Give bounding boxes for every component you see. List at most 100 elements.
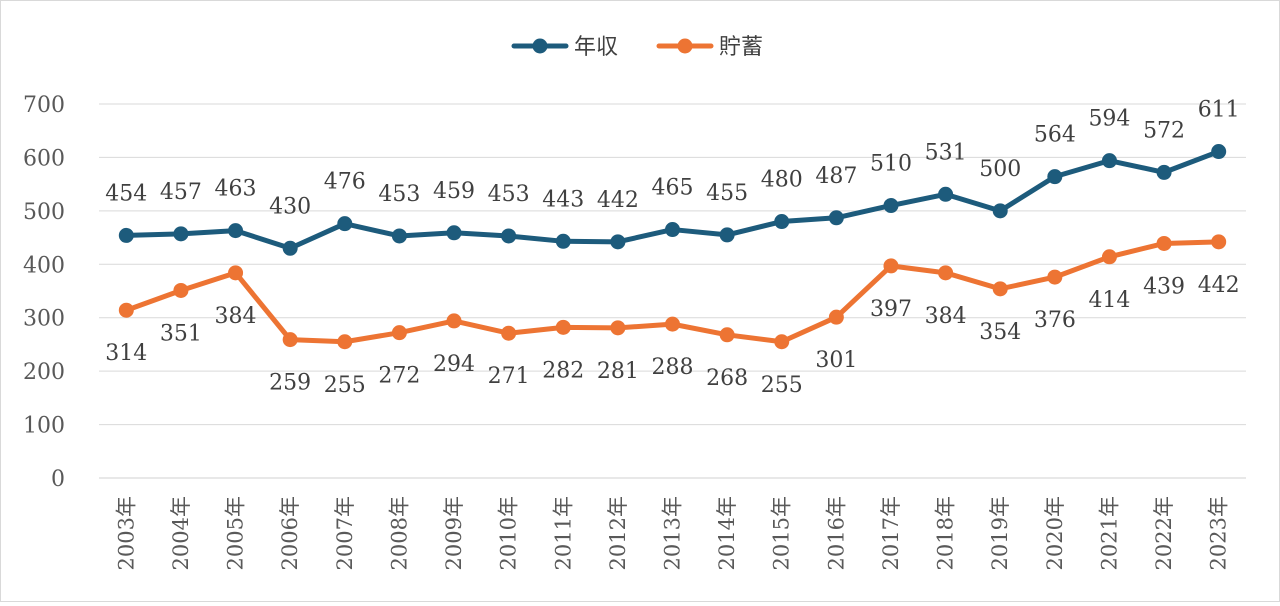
data-label: 594 bbox=[1088, 107, 1130, 132]
x-tick-label: 2011年 bbox=[551, 496, 575, 570]
data-label: 443 bbox=[542, 187, 584, 212]
data-label: 510 bbox=[870, 152, 912, 177]
x-tick-label: 2007年 bbox=[333, 496, 357, 570]
data-point bbox=[391, 325, 407, 341]
x-tick-label: 2016年 bbox=[824, 496, 848, 570]
data-point bbox=[282, 240, 298, 256]
data-label: 271 bbox=[488, 364, 530, 389]
data-label: 268 bbox=[706, 366, 748, 391]
data-label: 259 bbox=[269, 371, 311, 396]
data-point bbox=[1047, 169, 1063, 185]
data-point bbox=[665, 222, 680, 238]
legend-marker bbox=[532, 38, 548, 54]
x-tick-label: 2021年 bbox=[1097, 496, 1121, 570]
x-tick-label: 2010年 bbox=[497, 496, 521, 570]
data-point bbox=[938, 265, 954, 281]
data-point bbox=[337, 216, 353, 232]
data-point bbox=[1211, 144, 1227, 160]
x-tick-label: 2014年 bbox=[715, 496, 739, 570]
data-point bbox=[883, 258, 899, 274]
data-point bbox=[555, 233, 571, 249]
data-point bbox=[118, 302, 134, 318]
data-label: 288 bbox=[652, 355, 694, 380]
data-label: 454 bbox=[105, 181, 147, 206]
data-label: 487 bbox=[815, 164, 857, 189]
x-tick-label: 2013年 bbox=[661, 496, 685, 570]
series-group: 454 457 463 430 476 453 459 453 443 442 465 455 480 4… bbox=[105, 98, 1239, 398]
data-point bbox=[337, 334, 353, 350]
data-point bbox=[173, 226, 189, 242]
y-axis: 0 100 200 300 400 500 600 700 bbox=[23, 93, 65, 492]
data-label: 480 bbox=[761, 168, 803, 193]
data-label: 255 bbox=[324, 373, 366, 398]
data-point bbox=[719, 327, 735, 343]
data-label: 453 bbox=[378, 182, 420, 207]
data-point bbox=[774, 334, 790, 350]
data-label: 564 bbox=[1034, 123, 1076, 148]
data-point bbox=[446, 313, 462, 329]
x-tick-label: 2006年 bbox=[278, 496, 302, 570]
data-point bbox=[610, 234, 626, 250]
legend: 年収 貯蓄 bbox=[511, 35, 763, 60]
data-label: 439 bbox=[1143, 274, 1185, 299]
data-label: 453 bbox=[488, 182, 530, 207]
x-tick-label: 2005年 bbox=[224, 496, 248, 570]
data-point bbox=[665, 316, 680, 332]
data-point bbox=[282, 332, 298, 348]
legend-label: 年収 bbox=[574, 35, 618, 60]
data-point bbox=[391, 228, 407, 244]
data-label: 500 bbox=[979, 157, 1021, 182]
y-tick-label: 0 bbox=[51, 467, 65, 492]
data-point bbox=[173, 282, 189, 298]
data-label: 572 bbox=[1143, 118, 1185, 143]
data-label: 294 bbox=[433, 352, 475, 377]
data-point bbox=[1101, 153, 1117, 169]
gridlines bbox=[99, 103, 1246, 479]
y-tick-label: 400 bbox=[23, 253, 65, 278]
data-point bbox=[1047, 269, 1063, 285]
data-label: 463 bbox=[215, 177, 257, 202]
legend-label: 貯蓄 bbox=[719, 35, 763, 60]
data-point bbox=[1101, 249, 1117, 265]
data-point bbox=[992, 203, 1008, 219]
data-label: 384 bbox=[215, 304, 257, 329]
y-tick-label: 500 bbox=[23, 200, 65, 225]
y-tick-label: 600 bbox=[23, 146, 65, 171]
data-label: 442 bbox=[1198, 273, 1240, 298]
data-label: 314 bbox=[105, 341, 147, 366]
data-point bbox=[883, 198, 899, 214]
x-tick-label: 2012年 bbox=[606, 496, 630, 570]
data-label: 430 bbox=[269, 194, 311, 219]
data-label: 531 bbox=[925, 140, 967, 165]
data-point bbox=[228, 223, 244, 239]
data-point bbox=[555, 319, 571, 335]
data-label: 281 bbox=[597, 359, 639, 384]
data-label: 272 bbox=[378, 364, 420, 389]
data-label: 397 bbox=[870, 297, 912, 322]
data-label: 457 bbox=[160, 180, 202, 205]
data-point bbox=[719, 227, 735, 243]
x-tick-label: 2003年 bbox=[114, 496, 138, 570]
data-label: 301 bbox=[815, 348, 857, 373]
data-point bbox=[1156, 235, 1172, 251]
data-label: 354 bbox=[979, 320, 1021, 345]
data-point bbox=[228, 265, 244, 281]
data-label: 282 bbox=[542, 358, 584, 383]
data-label: 351 bbox=[160, 321, 202, 346]
x-tick-label: 2019年 bbox=[988, 496, 1012, 570]
data-point bbox=[1211, 234, 1227, 250]
data-point bbox=[501, 228, 517, 244]
data-point bbox=[938, 186, 954, 202]
data-point bbox=[774, 214, 790, 230]
data-label: 442 bbox=[597, 188, 639, 213]
data-point bbox=[828, 309, 844, 325]
x-tick-label: 2004年 bbox=[169, 496, 193, 570]
y-tick-label: 700 bbox=[23, 93, 65, 118]
data-label: 459 bbox=[433, 179, 475, 204]
x-tick-label: 2022年 bbox=[1152, 496, 1176, 570]
data-point bbox=[992, 281, 1008, 297]
y-tick-label: 300 bbox=[23, 307, 65, 332]
data-label: 414 bbox=[1088, 288, 1130, 313]
x-tick-label: 2015年 bbox=[770, 496, 794, 570]
